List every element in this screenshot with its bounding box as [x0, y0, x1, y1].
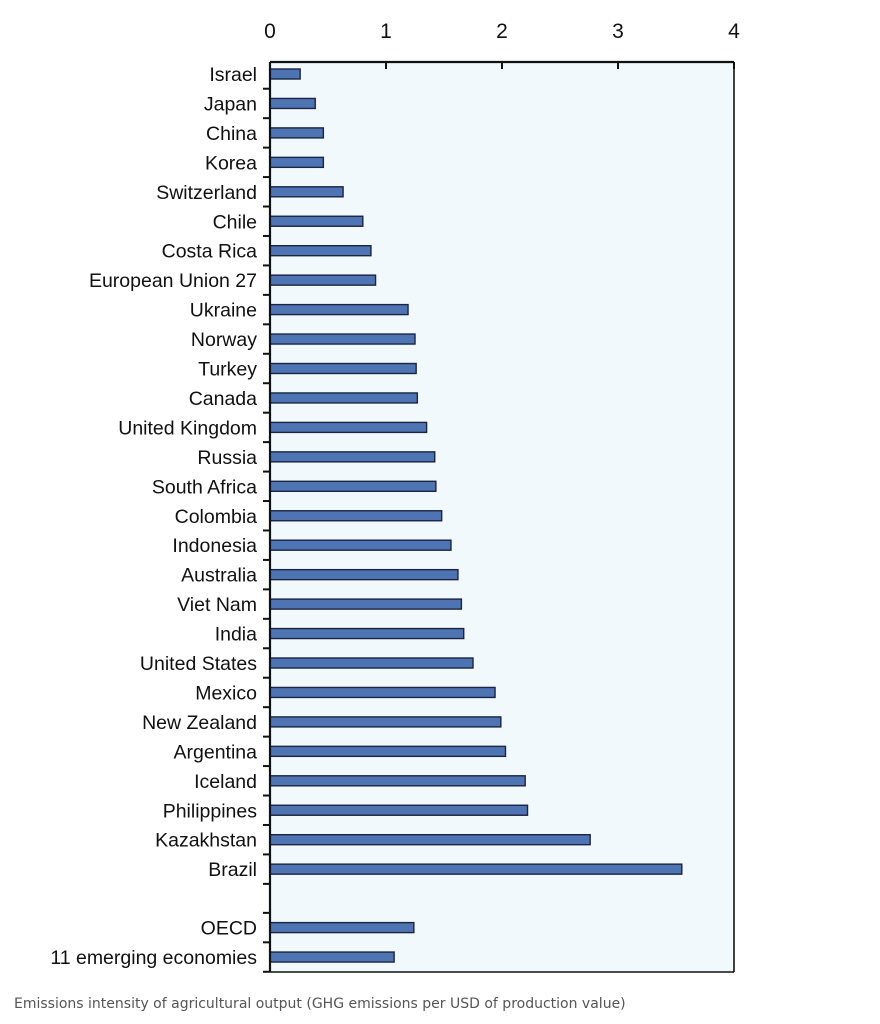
bar	[269, 156, 325, 169]
category-label: Indonesia	[172, 535, 257, 557]
category-label: Kazakhstan	[155, 830, 257, 852]
category-label: Japan	[204, 93, 257, 115]
bar	[269, 215, 364, 227]
category-labels: Israel Japan China Korea Switzerland Chile Cos…	[50, 64, 257, 969]
category-label: Chile	[213, 211, 257, 233]
category-label: Iceland	[194, 771, 257, 793]
bar	[269, 775, 526, 787]
category-label: United Kingdom	[118, 417, 257, 439]
bar	[269, 362, 417, 375]
category-label: European Union 27	[89, 270, 257, 292]
bar	[269, 274, 377, 286]
bar	[269, 303, 409, 316]
x-tick-labels: 0 1 2 3 4	[264, 20, 740, 43]
x-tick-label: 2	[496, 20, 508, 43]
category-label: Canada	[189, 388, 257, 410]
bar	[269, 97, 316, 110]
bar	[269, 804, 529, 816]
x-tick-label: 0	[264, 20, 276, 43]
bar	[269, 834, 591, 846]
category-label: Australia	[181, 565, 257, 587]
category-label: China	[206, 123, 257, 145]
category-label: Ukraine	[190, 300, 257, 322]
category-label: New Zealand	[142, 712, 257, 734]
bar	[269, 127, 325, 139]
bar	[269, 333, 416, 345]
category-label: Philippines	[163, 800, 258, 822]
bar	[269, 745, 507, 758]
category-label: Israel	[209, 64, 257, 86]
bar	[269, 510, 443, 522]
category-label: Switzerland	[156, 182, 257, 204]
x-tick-label: 1	[380, 20, 392, 43]
bar	[269, 716, 502, 728]
bar	[269, 598, 463, 610]
category-label: United States	[140, 653, 257, 675]
figure-caption: Emissions intensity of agricultural outp…	[14, 996, 626, 1012]
category-label: Argentina	[174, 741, 258, 763]
x-tick-label: 4	[728, 20, 740, 43]
bar-chart: Israel Japan China Korea Switzerland Chile Cos…	[50, 20, 740, 973]
bar	[269, 657, 474, 669]
category-label: Viet Nam	[177, 594, 257, 616]
category-label: Mexico	[195, 682, 257, 704]
bar	[269, 186, 344, 198]
category-label: OECD	[201, 918, 257, 940]
x-tick-label: 3	[612, 20, 624, 43]
bar	[269, 244, 372, 257]
bar	[269, 539, 452, 551]
bar	[269, 568, 459, 581]
category-label: Costa Rica	[162, 241, 258, 263]
bar	[269, 951, 395, 963]
y-axis-ticks	[263, 87, 270, 973]
bar	[269, 451, 436, 463]
bar	[269, 68, 301, 80]
category-label: Colombia	[175, 506, 258, 528]
bar	[269, 392, 419, 404]
category-label: Russia	[197, 447, 257, 469]
category-label: Norway	[191, 329, 257, 351]
bar	[269, 921, 415, 934]
category-label: India	[215, 624, 257, 646]
bar	[269, 627, 465, 640]
bar	[269, 863, 683, 875]
category-label: Turkey	[198, 359, 257, 381]
category-label: Korea	[205, 152, 257, 174]
category-label: Brazil	[208, 859, 257, 881]
category-label: 11 emerging economies	[50, 947, 257, 969]
category-label: South Africa	[152, 476, 257, 498]
bar	[269, 421, 428, 434]
bar	[269, 686, 496, 699]
bar	[269, 480, 437, 492]
